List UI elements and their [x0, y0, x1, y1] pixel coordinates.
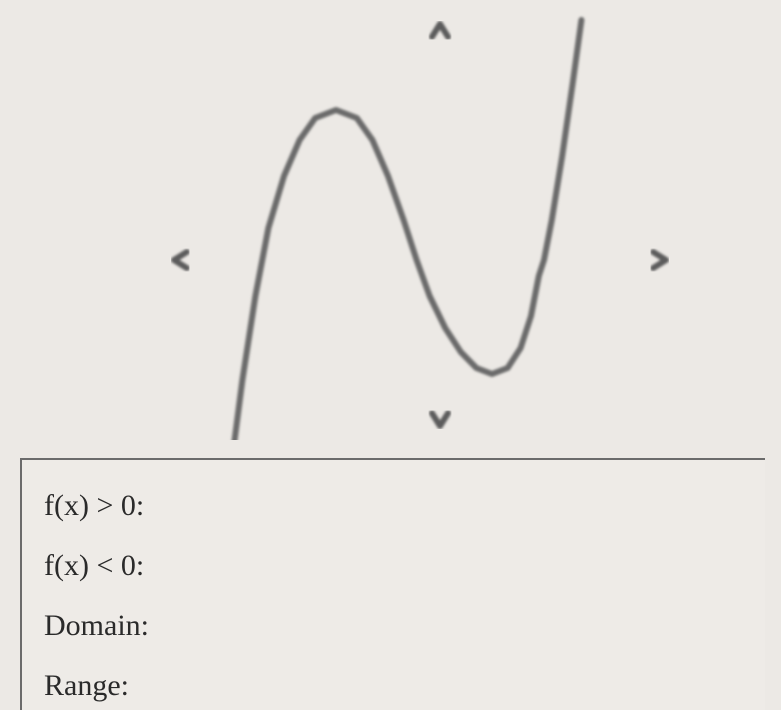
function-graph — [160, 10, 680, 440]
prompt-range: Range: — [44, 668, 747, 704]
worksheet-page: f(x) > 0: f(x) < 0: Domain: Range: — [0, 0, 781, 710]
function-curve — [232, 20, 581, 440]
prompt-fx-negative: f(x) < 0: — [44, 548, 747, 584]
graph-svg — [160, 10, 680, 440]
axes — [174, 24, 666, 426]
question-box: f(x) > 0: f(x) < 0: Domain: Range: — [20, 458, 765, 710]
prompt-fx-positive: f(x) > 0: — [44, 488, 747, 524]
prompt-domain: Domain: — [44, 608, 747, 644]
